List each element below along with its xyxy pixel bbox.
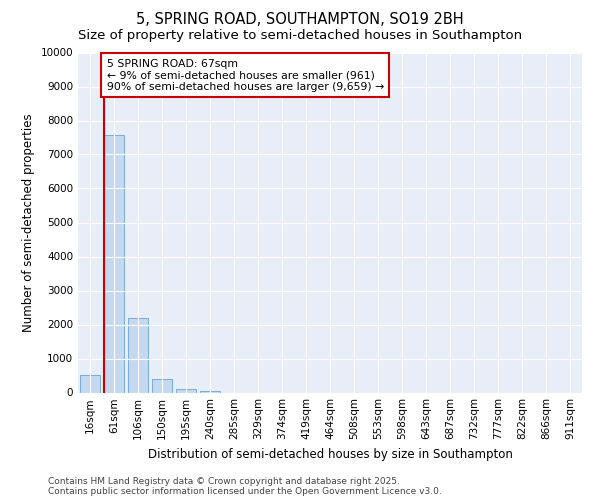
Bar <box>152 379 172 392</box>
Bar <box>200 390 220 392</box>
Text: Size of property relative to semi-detached houses in Southampton: Size of property relative to semi-detach… <box>78 29 522 42</box>
X-axis label: Distribution of semi-detached houses by size in Southampton: Distribution of semi-detached houses by … <box>148 448 512 461</box>
Text: 5, SPRING ROAD, SOUTHAMPTON, SO19 2BH: 5, SPRING ROAD, SOUTHAMPTON, SO19 2BH <box>136 12 464 28</box>
Text: Contains HM Land Registry data © Crown copyright and database right 2025.
Contai: Contains HM Land Registry data © Crown c… <box>48 476 442 496</box>
Text: 5 SPRING ROAD: 67sqm
← 9% of semi-detached houses are smaller (961)
90% of semi-: 5 SPRING ROAD: 67sqm ← 9% of semi-detach… <box>107 58 384 92</box>
Bar <box>80 375 100 392</box>
Bar <box>176 389 196 392</box>
Y-axis label: Number of semi-detached properties: Number of semi-detached properties <box>22 113 35 332</box>
Bar <box>128 318 148 392</box>
Bar <box>104 135 124 392</box>
